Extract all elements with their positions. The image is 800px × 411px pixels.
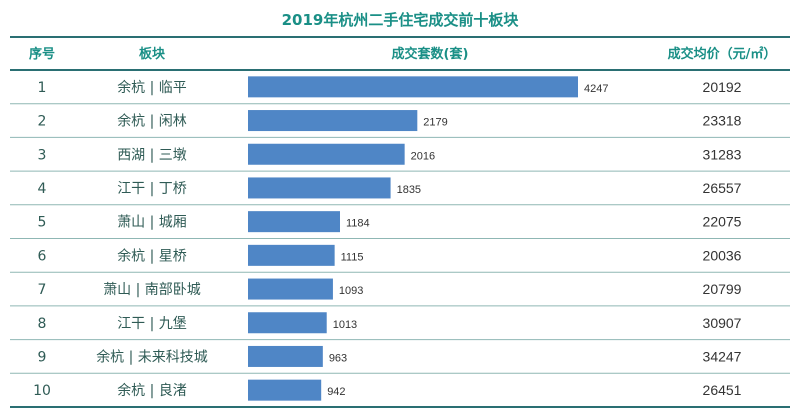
table-rows: 1 余杭 | 临平 4247 20192 2 余杭 | 闲林 2179 23318 3 西湖 | … — [10, 76, 790, 408]
volume-data-label: 1013 — [333, 319, 357, 331]
district-label: 萧山 | 城厢 — [117, 215, 187, 231]
district-label: 江干 | 九堡 — [117, 316, 187, 332]
avg-price-cell: 26451 — [703, 382, 742, 398]
volume-data-label: 963 — [329, 352, 347, 364]
volume-data-label: 942 — [327, 386, 345, 398]
avg-price-cell: 34247 — [703, 348, 742, 364]
rank-cell: 2 — [38, 114, 47, 130]
rank-cell: 4 — [38, 181, 47, 197]
volume-bar — [248, 312, 327, 334]
district-label: 萧山 | 南部卧城 — [103, 282, 201, 298]
district-label: 余杭 | 临平 — [117, 79, 187, 96]
district-label: 江干 | 丁桥 — [117, 181, 187, 197]
avg-price-cell: 20036 — [703, 247, 742, 263]
volume-bar — [248, 278, 333, 300]
avg-price-cell: 20799 — [703, 281, 742, 297]
volume-data-label: 4247 — [584, 83, 608, 95]
volume-bar — [248, 379, 322, 401]
volume-data-label: 1093 — [339, 285, 363, 297]
volume-bar — [248, 211, 340, 233]
avg-price-cell: 26557 — [703, 180, 742, 196]
avg-price-cell: 20192 — [703, 79, 742, 95]
rank-cell: 5 — [38, 215, 47, 231]
volume-bar — [248, 143, 405, 165]
rank-cell: 10 — [33, 383, 51, 399]
header-avg-price: 成交均价（元/㎡） — [668, 46, 777, 62]
volume-data-label: 1184 — [346, 218, 370, 230]
volume-bar — [248, 177, 391, 199]
rank-cell: 3 — [38, 147, 47, 163]
district-label: 余杭 | 星桥 — [117, 247, 187, 264]
rank-cell: 6 — [38, 248, 47, 264]
rank-cell: 7 — [38, 282, 47, 298]
district-label: 余杭 | 未来科技城 — [96, 348, 208, 365]
district-label: 余杭 | 良渚 — [117, 382, 187, 399]
volume-bar — [248, 76, 578, 98]
avg-price-cell: 23318 — [703, 113, 742, 129]
volume-data-label: 2179 — [423, 117, 447, 129]
rank-cell: 9 — [38, 349, 47, 365]
volume-data-label: 1115 — [341, 251, 364, 263]
volume-bar — [248, 244, 335, 266]
avg-price-cell: 31283 — [703, 146, 742, 162]
volume-bar — [248, 345, 323, 367]
header-rank: 序号 — [29, 46, 55, 62]
header-district: 板块 — [139, 46, 166, 62]
volume-data-label: 2016 — [411, 150, 435, 162]
district-label: 余杭 | 闲林 — [117, 113, 187, 130]
avg-price-cell: 22075 — [703, 214, 742, 230]
district-label: 西湖 | 三墩 — [117, 147, 187, 163]
rank-cell: 1 — [38, 80, 47, 96]
avg-price-cell: 30907 — [703, 315, 742, 331]
chart-title: 2019年杭州二手住宅成交前十板块 — [282, 11, 520, 29]
volume-bar — [248, 110, 418, 132]
volume-data-label: 1835 — [397, 184, 421, 196]
rank-cell: 8 — [38, 316, 47, 332]
header-volume: 成交套数(套) — [392, 46, 469, 62]
